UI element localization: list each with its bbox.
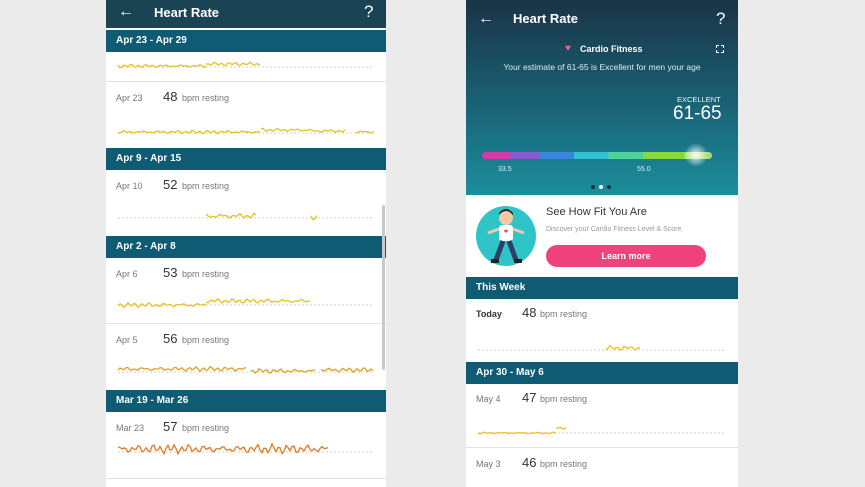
row-bpm: 57 xyxy=(163,419,178,434)
sparkline xyxy=(310,129,346,134)
row-bpm: 48 xyxy=(163,89,178,104)
scale-marker xyxy=(684,143,708,167)
row-date: Apr 6 xyxy=(116,269,138,279)
sparkline xyxy=(320,367,374,374)
fitness-illustration xyxy=(476,206,536,266)
sparkline xyxy=(117,129,261,135)
row-date: Today xyxy=(476,309,502,319)
help-button[interactable]: ? xyxy=(716,9,726,28)
sparkline xyxy=(250,367,316,374)
cardio-header: ← Heart Rate ? ♥ Cardio Fitness Your est… xyxy=(466,0,738,195)
sparkline xyxy=(205,212,257,219)
range-value: 61-65 xyxy=(673,103,722,124)
sparkline xyxy=(605,344,641,351)
sparkline xyxy=(117,63,207,69)
section-header: Mar 19 - Mar 26 xyxy=(106,390,386,412)
card-title: See How Fit You Are xyxy=(546,206,647,218)
row-date: Apr 5 xyxy=(116,335,138,345)
row-unit: bpm resting xyxy=(540,459,588,469)
help-button[interactable]: ? xyxy=(364,2,374,21)
level-label: EXCELLENT xyxy=(677,95,721,104)
sparkline xyxy=(555,426,567,430)
sparkline xyxy=(117,301,207,309)
cardio-description: Your estimate of 61-65 is Excellent for … xyxy=(503,62,701,72)
row-bpm: 46 xyxy=(522,455,537,470)
page-dot[interactable] xyxy=(591,185,595,189)
learn-more-button[interactable]: Learn more xyxy=(546,245,706,267)
sparkline xyxy=(117,442,329,456)
row-bpm: 56 xyxy=(163,331,178,346)
back-button[interactable]: ← xyxy=(478,10,494,27)
row-date: Apr 23 xyxy=(116,93,143,103)
sparkline xyxy=(310,215,318,221)
row-date: Apr 10 xyxy=(116,181,143,191)
page-dot[interactable] xyxy=(599,185,603,189)
expand-icon[interactable] xyxy=(716,45,724,53)
sparkline xyxy=(117,365,247,373)
row-bpm: 48 xyxy=(522,305,537,320)
separator xyxy=(106,323,386,324)
row-unit: bpm resting xyxy=(182,269,230,279)
sparkline xyxy=(260,127,312,133)
back-button[interactable]: ← xyxy=(118,3,134,20)
scrollbar[interactable] xyxy=(382,205,385,370)
row-bpm: 52 xyxy=(163,177,178,192)
row-bpm: 53 xyxy=(163,265,178,280)
row-unit: bpm resting xyxy=(182,181,230,191)
row-unit: bpm resting xyxy=(540,394,588,404)
header: ← Heart Rate ? xyxy=(106,0,386,28)
sparklines xyxy=(117,61,375,456)
left-screen: ← Heart Rate ? Apr 23 - Apr 29 Apr 23 48… xyxy=(106,0,386,487)
row-unit: bpm resting xyxy=(540,309,588,319)
section-header: Apr 9 - Apr 15 xyxy=(106,148,386,170)
row-unit: bpm resting xyxy=(182,93,230,103)
section-header: Apr 2 - Apr 8 xyxy=(106,236,386,258)
section-header: This Week xyxy=(466,277,738,299)
sparkline xyxy=(205,61,261,67)
row-unit: bpm resting xyxy=(182,423,230,433)
row-unit: bpm resting xyxy=(182,335,230,345)
row-bpm: 47 xyxy=(522,390,537,405)
header-title: Heart Rate xyxy=(513,11,579,26)
cardio-title: Cardio Fitness xyxy=(580,44,643,54)
separator xyxy=(466,447,738,448)
sparkline xyxy=(205,297,311,304)
section-header: Apr 30 - May 6 xyxy=(466,362,738,384)
sparkline xyxy=(477,431,557,435)
separator xyxy=(106,81,386,82)
card-subtitle: Discover your Cardio Fitness Level & Sco… xyxy=(546,226,684,233)
separator xyxy=(106,478,386,479)
scale-label: 55.0 xyxy=(637,166,651,173)
header-title: Heart Rate xyxy=(154,5,220,20)
scale-label: 33.5 xyxy=(498,166,512,173)
right-screen: ← Heart Rate ? ♥ Cardio Fitness Your est… xyxy=(466,0,738,487)
page-dot[interactable] xyxy=(607,185,611,189)
heart-icon: ♥ xyxy=(565,43,571,54)
fitness-scale xyxy=(482,152,712,159)
row-date: May 3 xyxy=(476,459,501,469)
sparklines xyxy=(477,344,726,435)
row-date: May 4 xyxy=(476,394,501,404)
sparkline xyxy=(355,130,375,134)
row-date: Mar 23 xyxy=(116,423,145,433)
section-header: Apr 23 - Apr 29 xyxy=(106,30,386,52)
